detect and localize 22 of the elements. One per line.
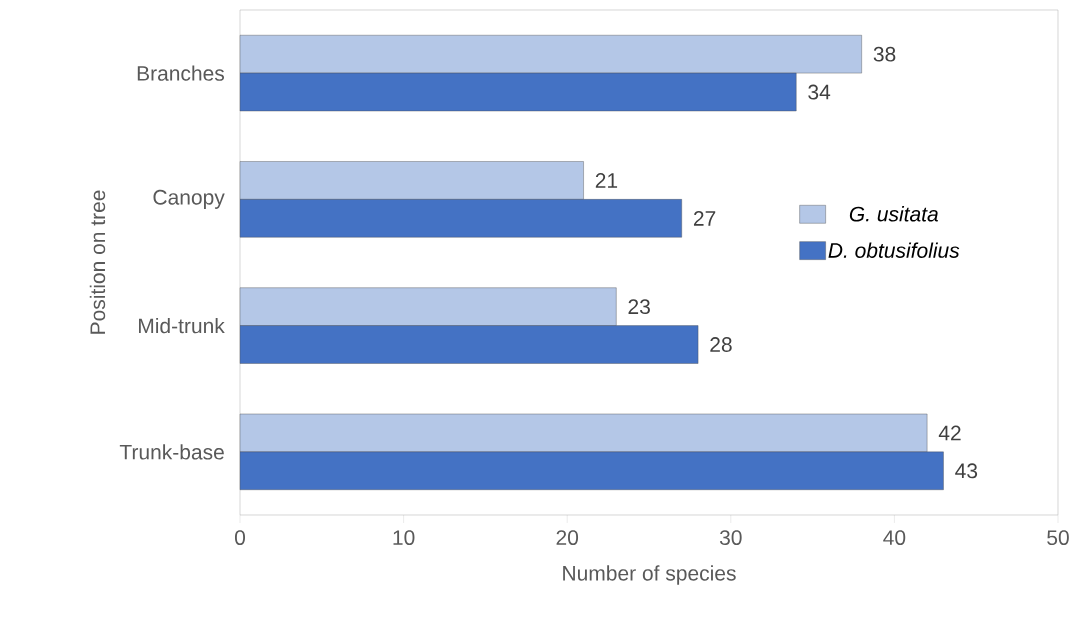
x-tick-label: 10 <box>393 530 415 546</box>
data-label: 38 <box>873 46 896 62</box>
y-tick-label: Branches <box>137 65 225 81</box>
data-label: 42 <box>938 425 961 441</box>
data-label: 27 <box>693 210 716 226</box>
data-label: 43 <box>955 463 978 479</box>
x-axis-title: Number of species <box>563 565 736 585</box>
x-tick-label: 50 <box>1047 530 1069 546</box>
y-tick-label: Mid-trunk <box>139 317 225 334</box>
x-tick-label: 0 <box>234 530 246 546</box>
x-tick-label: 30 <box>719 530 742 546</box>
x-tick-label: 40 <box>883 530 906 546</box>
legend-label: G. usitata <box>849 206 938 222</box>
legend-label: D. obtusifolius <box>828 242 960 258</box>
y-tick-label: Canopy <box>153 189 225 209</box>
y-axis-title: Position on tree <box>89 190 106 334</box>
data-label: 21 <box>595 173 618 188</box>
y-tick-label: Trunk-base <box>119 444 224 460</box>
x-tick-label: 20 <box>556 530 579 546</box>
data-label: 28 <box>710 337 732 352</box>
data-label: 23 <box>628 299 650 315</box>
data-label: 34 <box>808 84 831 100</box>
